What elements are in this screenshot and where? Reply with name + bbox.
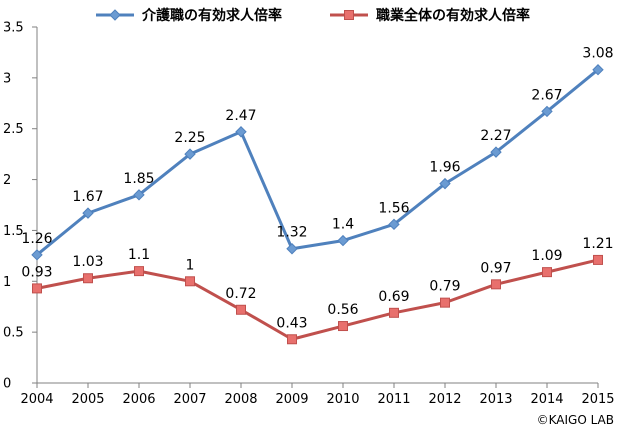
x-tick-label: 2012 (428, 392, 461, 407)
series-1-point (338, 321, 348, 332)
x-tick-label: 2010 (326, 392, 359, 407)
series-1-data-label: 1.03 (72, 254, 103, 270)
series-1-point (389, 307, 399, 318)
legend-label: 職業全体の有効求人倍率 (376, 7, 530, 24)
series-1-line (36, 258, 599, 341)
series-0-data-label: 1.32 (276, 225, 307, 241)
data-labels: 1.26 1.67 1.85 2.25 2.47 1.32 1.4 1.56 1.96 2.27 2… (21, 46, 613, 332)
series-0-data-label: 2.25 (174, 130, 205, 146)
series-1-point (491, 279, 501, 290)
series-0-point (82, 207, 94, 219)
y-tick-label: 0.5 (3, 326, 24, 341)
series-1-data-label: 1.1 (128, 247, 150, 263)
series-0-data-label: 2.27 (480, 128, 511, 144)
series-1-data-label: 1.21 (582, 236, 613, 252)
series-1-point (32, 283, 42, 294)
series-0-data-label: 1.4 (332, 217, 354, 233)
series-0-point (592, 64, 604, 76)
legend: 介護職の有効求人倍率 職業全体の有効求人倍率 (96, 7, 530, 24)
series-0-data-label: 1.26 (21, 231, 52, 247)
x-tick-label: 2014 (530, 392, 563, 407)
series-0-data-label: 1.96 (429, 160, 460, 176)
series-1-point (83, 273, 93, 284)
series-1-data-label: 0.56 (327, 302, 358, 318)
series-1-data-label: 1 (186, 257, 195, 273)
series-0-point (337, 234, 349, 247)
y-tick-label: 2 (3, 173, 11, 188)
series-0-point (184, 148, 196, 160)
legend-item: 介護職の有効求人倍率 (96, 7, 282, 24)
y-tick-label: 2.5 (3, 122, 24, 137)
series-1-point (593, 254, 603, 265)
series-layer (31, 64, 604, 345)
series-1-data-label: 0.72 (225, 286, 256, 302)
x-tick-label: 2004 (20, 392, 53, 407)
series-0-line (36, 68, 599, 257)
series-0-data-label: 3.08 (582, 46, 613, 62)
series-1-data-label: 0.97 (480, 260, 511, 276)
credit-text: ©KAIGO LAB (537, 413, 614, 427)
x-tick-label: 2005 (71, 392, 104, 407)
series-1-data-label: 0.69 (378, 289, 409, 305)
x-tick-label: 2007 (173, 392, 206, 407)
series-0-data-label: 2.47 (225, 108, 256, 124)
series-1-data-label: 1.09 (531, 248, 562, 264)
series-0-data-label: 1.67 (72, 189, 103, 205)
series-1-point (287, 334, 297, 345)
x-tick-label: 2006 (122, 392, 155, 407)
series-1-point (440, 297, 450, 308)
legend-item: 職業全体の有効求人倍率 (330, 7, 530, 24)
y-tick-label: 0 (3, 377, 11, 392)
legend-label: 介護職の有効求人倍率 (141, 7, 282, 24)
x-tick-label: 2009 (275, 392, 308, 407)
series-0-point (133, 189, 145, 201)
y-tick-label: 3 (3, 71, 11, 86)
series-0-point (541, 105, 553, 118)
y-tick-label: 1 (3, 275, 11, 290)
series-0-point (286, 243, 298, 255)
x-tick-label: 2011 (377, 392, 410, 407)
series-1-point (134, 266, 144, 277)
y-tick-label: 1.5 (3, 224, 24, 239)
series-1-point (185, 276, 195, 287)
series-1-point (344, 10, 354, 20)
series-0-data-label: 2.67 (531, 87, 562, 103)
series-1-data-label: 0.43 (276, 315, 307, 331)
x-tick-label: 2013 (479, 392, 512, 407)
series-0-data-label: 1.85 (123, 171, 154, 187)
series-0-point (388, 218, 400, 231)
axes: 0 0.5 1 1.5 2 2.5 3 3.5 2004 2005 2006 2007 2008 2009… (3, 21, 615, 408)
series-1-data-label: 0.93 (21, 264, 52, 280)
series-1-point (236, 304, 246, 315)
series-0-point (235, 126, 247, 138)
series-0-point (439, 177, 451, 190)
x-tick-label: 2015 (581, 392, 614, 407)
series-0-point (31, 249, 43, 261)
series-0-data-label: 1.56 (378, 200, 409, 216)
series-1-data-label: 0.79 (429, 279, 460, 295)
series-0-point (490, 146, 502, 158)
y-tick-label: 3.5 (3, 21, 24, 36)
x-tick-label: 2008 (224, 392, 257, 407)
series-1-point (542, 267, 552, 278)
series-0-point (109, 9, 121, 21)
